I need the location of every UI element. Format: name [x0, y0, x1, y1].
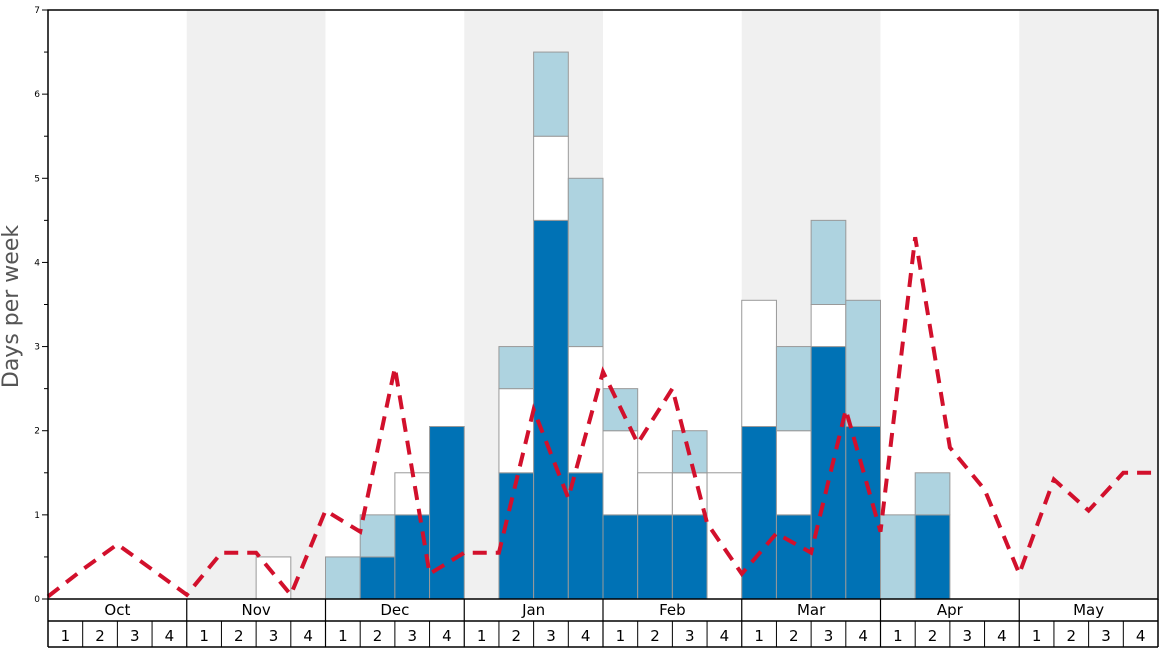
bar-dark-blue	[394, 514, 431, 600]
week-label: 2	[650, 627, 660, 645]
bar-light-blue	[567, 177, 604, 348]
month-label: Apr	[937, 601, 964, 619]
week-label: 1	[477, 627, 487, 645]
week-label: 1	[893, 627, 903, 645]
week-label: 4	[720, 627, 730, 645]
y-tick-label: 0	[34, 595, 40, 605]
week-label: 4	[997, 627, 1007, 645]
x-axis: Oct 1 2 3 4 Nov 1 2 3 4 Dec 1 2 3 4 Jan 1 2 3 4 Feb 1 2 3 4 Mar 1 2…	[47, 599, 1159, 648]
week-label: 3	[824, 627, 834, 645]
bar-light-blue	[775, 346, 812, 432]
month-label: Jan	[521, 601, 545, 619]
bar-light-blue	[810, 219, 847, 306]
week-label: 2	[234, 627, 244, 645]
month-label: Oct	[104, 601, 130, 619]
bar-dark-blue	[775, 514, 812, 600]
y-tick-label: 2	[34, 427, 40, 437]
bar-dark-blue	[533, 219, 569, 600]
week-label: 3	[269, 627, 279, 645]
bar-white	[810, 304, 847, 348]
week-label: 4	[858, 627, 868, 645]
week-label: 3	[546, 627, 556, 645]
month-label: Mar	[797, 601, 826, 619]
y-tick-label: 5	[34, 174, 40, 184]
bar-dark-blue	[914, 514, 951, 600]
week-label: 1	[199, 627, 209, 645]
bar-dark-blue	[429, 426, 465, 600]
y-tick-label: 7	[34, 6, 40, 16]
week-label: 4	[303, 627, 313, 645]
bar-white	[567, 346, 604, 474]
bar-light-blue	[880, 514, 916, 600]
month-label: May	[1073, 601, 1104, 619]
bar-white	[533, 135, 569, 221]
y-tick-label: 3	[34, 343, 40, 353]
week-label: 1	[754, 627, 764, 645]
bar-dark-blue	[498, 472, 535, 600]
week-label: 3	[685, 627, 695, 645]
bar-white	[706, 472, 743, 600]
week-label: 2	[789, 627, 799, 645]
bar-white	[394, 472, 431, 516]
bar-dark-blue	[359, 556, 396, 600]
bar-light-blue	[325, 556, 361, 600]
bar-light-blue	[359, 514, 396, 558]
week-label: 1	[61, 627, 71, 645]
week-label: 1	[1032, 627, 1042, 645]
week-label: 4	[165, 627, 175, 645]
bar-white	[602, 430, 639, 516]
week-label: 2	[95, 627, 105, 645]
bar-white	[741, 299, 777, 428]
week-label: 2	[512, 627, 522, 645]
week-label: 1	[616, 627, 626, 645]
average-line	[46, 236, 1158, 599]
bar-light-blue	[533, 51, 569, 137]
month-label: Dec	[380, 601, 409, 619]
y-axis-label: Days per week	[0, 225, 24, 388]
week-label: 2	[373, 627, 383, 645]
y-tick-label: 6	[34, 90, 40, 100]
y-tick-label: 1	[34, 511, 40, 521]
bar-light-blue	[845, 299, 881, 428]
month-band	[186, 10, 326, 599]
month-label: Feb	[659, 601, 686, 619]
bar-dark-blue	[671, 514, 708, 600]
bar-white	[671, 472, 708, 516]
bar-white	[775, 430, 812, 516]
bar-light-blue	[914, 472, 951, 516]
week-label: 3	[1101, 627, 1111, 645]
month-band	[1019, 10, 1158, 599]
week-label: 4	[442, 627, 452, 645]
bar-dark-blue	[810, 346, 847, 600]
week-label: 3	[407, 627, 417, 645]
bar-white	[255, 556, 292, 600]
bar-white	[637, 472, 673, 516]
bar-light-blue	[498, 346, 535, 390]
week-label: 2	[1067, 627, 1077, 645]
bar-dark-blue	[567, 472, 604, 600]
week-label: 2	[928, 627, 938, 645]
week-label: 4	[581, 627, 591, 645]
month-label: Nov	[241, 601, 270, 619]
y-axis: 0 1 2 3 4 5 6 7	[34, 6, 48, 605]
week-label: 1	[338, 627, 348, 645]
bar-dark-blue	[637, 514, 673, 600]
week-label: 3	[130, 627, 140, 645]
y-tick-label: 4	[34, 258, 40, 268]
bar-dark-blue	[741, 426, 777, 600]
bar-dark-blue	[602, 514, 639, 600]
week-label: 4	[1136, 627, 1146, 645]
week-label: 3	[962, 627, 972, 645]
